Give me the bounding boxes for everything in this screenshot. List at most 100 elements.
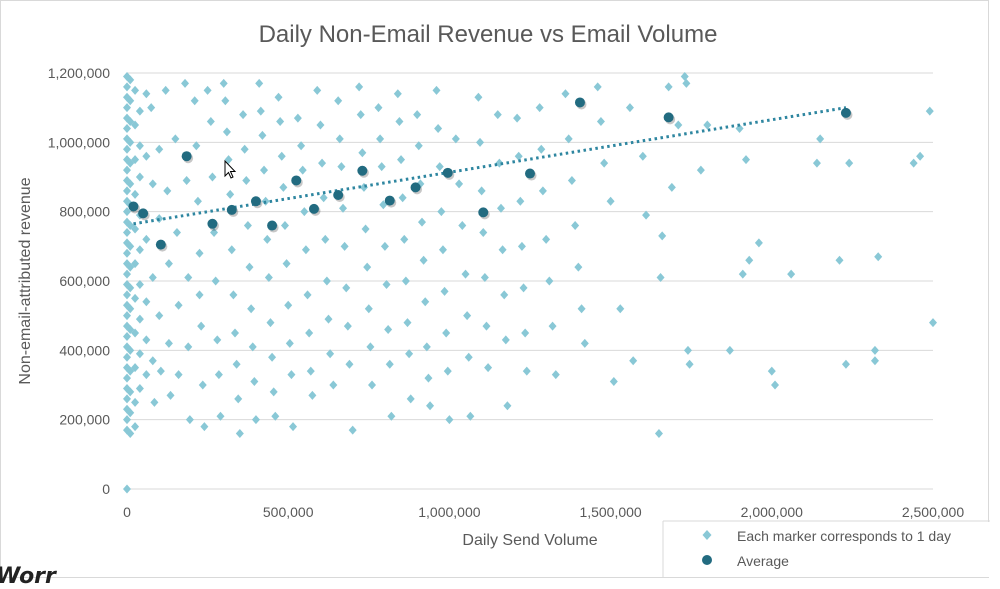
data-point-day [266, 318, 275, 328]
data-point-day [414, 141, 423, 151]
data-point-day [301, 245, 310, 255]
data-point-average [478, 207, 489, 218]
data-point-day [250, 377, 259, 387]
data-point-day [422, 342, 431, 352]
data-point-day [535, 103, 544, 113]
data-point-day [164, 338, 173, 348]
data-point-day [771, 380, 780, 390]
data-point-day [280, 221, 289, 231]
data-point-day [131, 397, 140, 407]
data-point-day [206, 117, 215, 127]
data-point-day [476, 137, 485, 147]
data-point-day [221, 96, 230, 106]
data-point-day [445, 415, 454, 425]
data-point-day [495, 158, 504, 168]
data-point-average [207, 218, 218, 229]
data-point-day [126, 96, 135, 106]
data-point-day [242, 175, 251, 185]
data-point-day [545, 276, 554, 286]
data-point-day [263, 234, 272, 244]
data-point-day [123, 290, 131, 300]
data-point-day [184, 342, 193, 352]
data-point-day [376, 134, 385, 144]
legend-label-daily: Each marker corresponds to 1 day [737, 528, 951, 544]
data-point-day [131, 120, 140, 130]
data-point-day [384, 325, 393, 335]
legend-diamond-icon [702, 530, 712, 540]
data-point-day [405, 349, 414, 359]
data-point-day [571, 221, 580, 231]
data-point-day [123, 352, 131, 362]
data-point-average [291, 175, 302, 186]
data-point-day [463, 311, 472, 321]
data-point-day [190, 96, 199, 106]
data-point-day [479, 227, 488, 237]
data-point-day [413, 110, 422, 120]
data-point-day [835, 255, 844, 265]
data-point-day [251, 415, 260, 425]
data-point-day [166, 390, 175, 400]
data-point-day [172, 227, 181, 237]
data-point-day [269, 387, 278, 397]
data-point-day [642, 210, 651, 220]
data-point-day [298, 165, 307, 175]
data-point-day [148, 273, 157, 283]
data-point-day [537, 144, 546, 154]
data-point-average [267, 220, 278, 231]
data-point-day [466, 411, 475, 421]
data-point-day [816, 134, 825, 144]
data-point-day [680, 71, 689, 81]
x-tick-label: 0 [123, 504, 131, 520]
data-point-day [735, 123, 744, 133]
data-point-day [156, 366, 165, 376]
data-point-day [142, 89, 151, 99]
data-point-day [359, 182, 368, 192]
data-point-day [482, 321, 491, 331]
data-point-day [135, 106, 144, 116]
data-point-day [126, 137, 135, 147]
data-point-day [123, 103, 131, 113]
data-point-day [148, 356, 157, 366]
mouse-pointer-icon [224, 160, 237, 179]
data-point-day [260, 165, 269, 175]
data-point-day [364, 304, 373, 314]
data-point-day [484, 363, 493, 373]
data-point-day [600, 158, 609, 168]
data-point-day [355, 82, 364, 92]
data-point-day [385, 359, 394, 369]
data-point-day [226, 189, 235, 199]
data-point-day [171, 134, 180, 144]
data-point-day [501, 335, 510, 345]
data-point-day [123, 373, 131, 383]
data-point-day [126, 429, 135, 439]
data-point-day [123, 394, 131, 404]
data-point-day [398, 193, 407, 203]
data-point-day [284, 300, 293, 310]
data-point-day [812, 158, 821, 168]
data-point-day [348, 425, 357, 435]
data-point-day [464, 352, 473, 362]
data-point-day [274, 92, 283, 102]
data-point-day [289, 422, 298, 432]
data-point-day [322, 276, 331, 286]
data-point-day [335, 134, 344, 144]
data-point-day [316, 120, 325, 130]
data-point-day [227, 245, 236, 255]
data-point-day [264, 273, 273, 283]
data-point-day [874, 252, 883, 262]
data-point-day [229, 290, 238, 300]
y-axis-title: Non-email-attributed revenue [17, 177, 34, 384]
data-point-day [126, 345, 135, 355]
data-point-day [542, 234, 551, 244]
cropped-text-fragment: Worr [0, 564, 56, 589]
data-point-day [123, 248, 131, 258]
data-point-day [308, 390, 317, 400]
data-point-average [525, 168, 535, 179]
data-point-day [577, 304, 586, 314]
data-point-day [258, 130, 267, 140]
data-point-day [279, 182, 288, 192]
data-point-day [368, 380, 377, 390]
data-point-day [203, 85, 212, 95]
data-point-day [656, 273, 665, 283]
data-point-day [909, 158, 918, 168]
